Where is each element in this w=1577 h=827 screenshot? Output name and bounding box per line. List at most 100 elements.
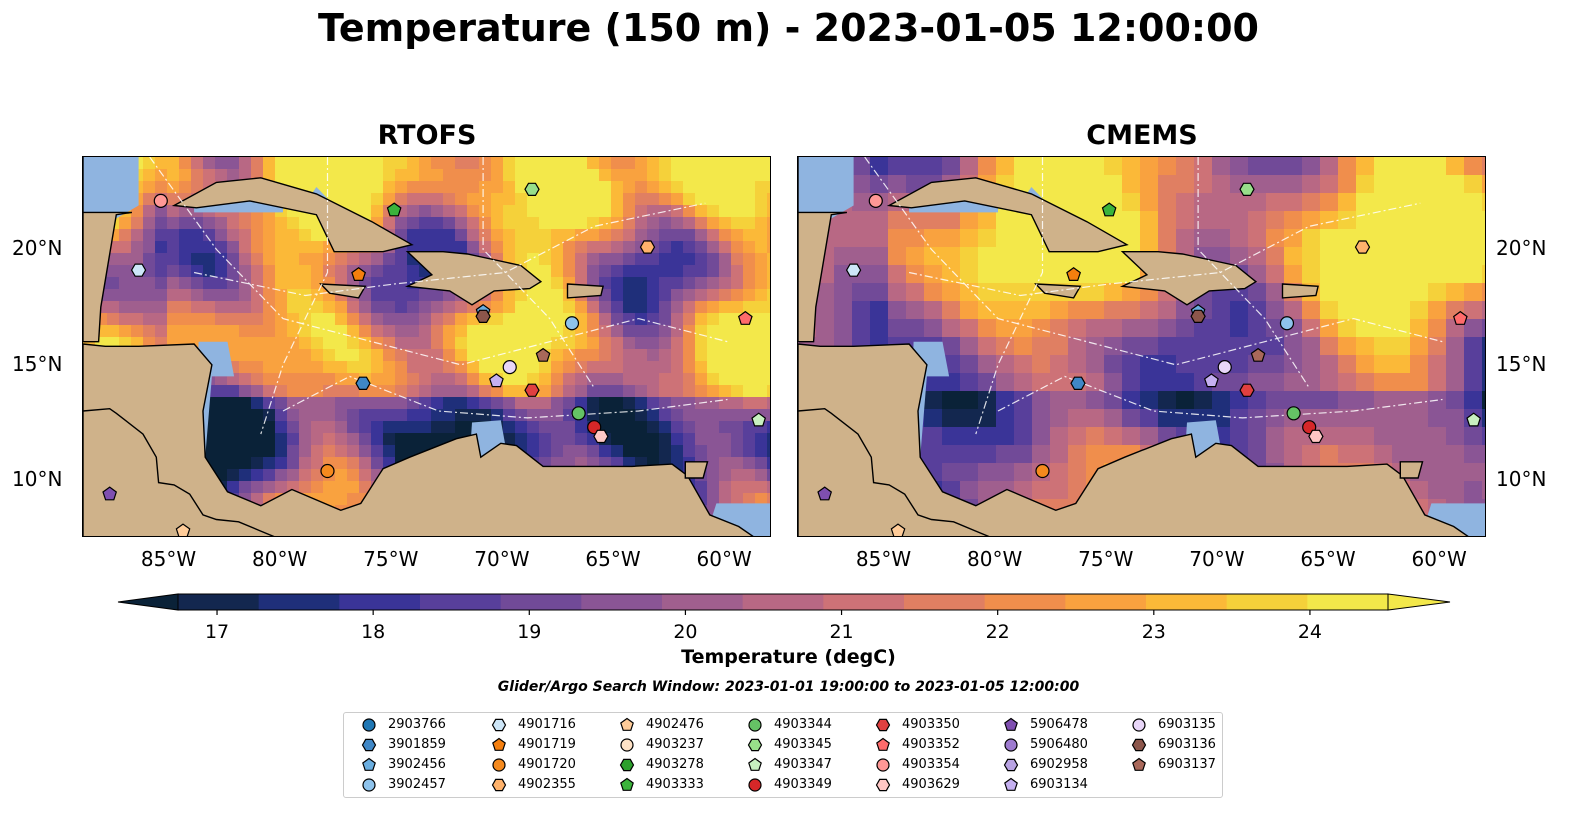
legend-marker-icon — [875, 718, 891, 732]
landmass — [1281, 283, 1319, 299]
colorbar-tick-label: 17 — [205, 621, 229, 643]
ytick-label: 10°N — [1496, 467, 1547, 492]
legend-marker-icon — [1003, 758, 1019, 772]
landmass — [886, 177, 1129, 253]
ytick-label: 20°N — [12, 236, 63, 261]
legend-marker-3901859 — [361, 738, 377, 752]
legend-marker-4903349 — [748, 778, 762, 792]
legend-marker-5906480 — [1004, 738, 1018, 752]
float-marker-4903629 — [593, 429, 609, 444]
xtick-label: 70°W — [1189, 547, 1245, 571]
float-marker-4903345 — [524, 182, 540, 197]
legend-marker-6902958 — [1003, 758, 1019, 772]
legend-marker-icon — [620, 738, 634, 752]
legend-marker-icon — [748, 757, 762, 771]
float-marker-4901719 — [351, 267, 367, 282]
legend-marker-icon — [619, 758, 635, 772]
colorbar-tick-label: 20 — [673, 621, 697, 643]
float-marker-6903135 — [1217, 360, 1232, 375]
landmass — [1119, 250, 1258, 306]
xtick-label: 85°W — [855, 547, 912, 571]
float-marker-4902476 — [890, 523, 906, 536]
landmass — [83, 407, 275, 536]
colorbar-segment — [339, 594, 421, 610]
landmass — [684, 461, 709, 479]
legend-marker-icon — [876, 737, 890, 751]
legend-label: 6903137 — [1158, 757, 1216, 772]
float-marker-4901719 — [1066, 267, 1082, 282]
float-marker-4903333 — [386, 202, 402, 217]
legend-label: 6903135 — [1158, 717, 1216, 732]
legend-marker-icon — [1004, 717, 1018, 731]
landmass — [798, 157, 848, 343]
panel-title-rtofs: RTOFS — [377, 120, 477, 151]
landmass — [404, 250, 543, 306]
legend-marker-icon — [361, 738, 377, 752]
legend-label: 5906478 — [1030, 717, 1088, 732]
boundary-line — [482, 157, 595, 389]
legend-marker-icon — [620, 717, 634, 731]
map-panel-cmems — [797, 156, 1486, 537]
boundary-line — [260, 157, 329, 435]
boundary-line — [1197, 157, 1310, 389]
colorbar-tick-label: 19 — [517, 621, 541, 643]
legend-marker-icon — [492, 758, 506, 772]
legend-label: 4902476 — [646, 717, 704, 732]
float-marker-3902457 — [1279, 316, 1295, 331]
legend-marker-6903136 — [1131, 738, 1147, 752]
legend-label: 3902456 — [388, 757, 446, 772]
colorbar-segment — [258, 594, 340, 610]
legend-marker-4903278 — [619, 758, 635, 772]
legend-label: 3902457 — [388, 777, 446, 792]
xtick-label: 65°W — [1300, 547, 1356, 571]
xtick-label: 70°W — [474, 547, 530, 571]
legend-marker-4901716 — [491, 718, 507, 732]
colorbar-tick-label: 21 — [829, 621, 853, 643]
colorbar-segment — [823, 594, 905, 610]
legend-marker-icon — [748, 718, 762, 732]
legend-marker-icon — [748, 778, 762, 792]
float-marker-6903137 — [535, 347, 551, 362]
legend-label: 2903766 — [388, 717, 446, 732]
legend-marker-4903352 — [876, 737, 890, 751]
legend-marker-6903135 — [1132, 718, 1146, 732]
boundary-line — [997, 375, 1443, 419]
legend-marker-4903350 — [875, 718, 891, 732]
legend-marker-5906478 — [1004, 717, 1018, 731]
boundary-line — [149, 157, 728, 366]
legend-marker-4903354 — [876, 758, 890, 772]
float-marker-4903354 — [868, 193, 883, 208]
legend-label: 3901859 — [388, 737, 446, 752]
legend-label: 4903354 — [902, 757, 960, 772]
ytick-label: 15°N — [1496, 351, 1547, 376]
legend-label: 4902355 — [518, 777, 576, 792]
landmass — [566, 283, 604, 299]
xtick-label: 75°W — [1078, 547, 1134, 571]
colorbar-segment — [662, 594, 744, 610]
search-window-text: Glider/Argo Search Window: 2023-01-01 19… — [497, 679, 1080, 695]
legend-marker-icon — [876, 758, 890, 772]
colorbar-segment — [420, 594, 502, 610]
xtick-label: 80°W — [252, 547, 308, 571]
ytick-label: 20°N — [1496, 236, 1547, 261]
boundary-line — [864, 157, 1443, 366]
float-marker-4903629 — [1308, 429, 1324, 444]
float-marker-6903136 — [1190, 309, 1206, 323]
boundary-line — [975, 157, 1044, 435]
float-marker-6903134 — [488, 373, 504, 388]
colorbar-tick-label: 23 — [1142, 621, 1166, 643]
float-marker-4901716 — [130, 263, 147, 277]
float-marker-5906478 — [102, 486, 118, 501]
ytick-label: 10°N — [12, 467, 63, 492]
landmass — [1399, 461, 1424, 479]
xtick-label: 75°W — [363, 547, 419, 571]
legend-marker-icon — [1004, 738, 1018, 752]
boundary-line — [282, 375, 728, 419]
float-marker-4902355 — [639, 240, 656, 254]
float-marker-4901720 — [1035, 463, 1050, 479]
colorbar-segment — [1146, 594, 1228, 610]
legend-label: 4903347 — [774, 757, 832, 772]
float-marker-4901716 — [845, 263, 862, 277]
colorbar: 17 18 19 20 21 22 23 24 — [117, 593, 1451, 643]
xtick-label: 80°W — [967, 547, 1023, 571]
